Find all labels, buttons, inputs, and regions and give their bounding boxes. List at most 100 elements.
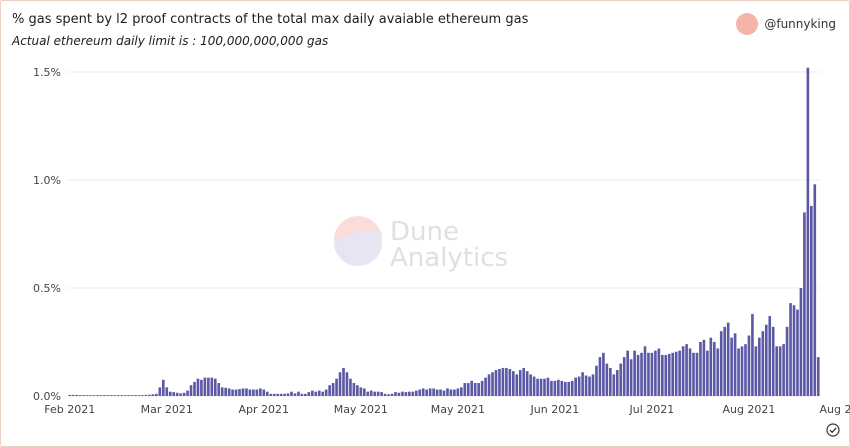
bar[interactable] — [383, 393, 387, 396]
bar[interactable] — [678, 350, 681, 396]
bar[interactable] — [394, 392, 397, 396]
bar[interactable] — [113, 395, 117, 396]
bar[interactable] — [654, 350, 657, 396]
bar[interactable] — [480, 380, 484, 396]
bar[interactable] — [234, 389, 238, 396]
bar[interactable] — [671, 352, 675, 396]
bar[interactable] — [425, 389, 428, 396]
bar[interactable] — [522, 367, 526, 396]
bar[interactable] — [283, 393, 286, 396]
bar[interactable] — [581, 372, 584, 396]
bar[interactable] — [120, 395, 124, 396]
bar[interactable] — [248, 389, 252, 396]
bar[interactable] — [352, 383, 356, 396]
bar[interactable] — [390, 393, 394, 396]
bar[interactable] — [78, 395, 82, 396]
bar[interactable] — [744, 344, 747, 396]
bar[interactable] — [435, 389, 439, 396]
bar[interactable] — [196, 378, 200, 396]
bar[interactable] — [723, 326, 727, 396]
bar[interactable] — [137, 395, 141, 396]
bar[interactable] — [366, 391, 370, 396]
bar[interactable] — [103, 395, 106, 396]
bar[interactable] — [602, 352, 605, 396]
bar[interactable] — [494, 370, 498, 396]
bar[interactable] — [158, 387, 162, 396]
bar[interactable] — [442, 390, 446, 396]
bar[interactable] — [733, 333, 737, 396]
bar[interactable] — [414, 390, 418, 396]
bar[interactable] — [546, 377, 550, 396]
bar[interactable] — [650, 352, 654, 396]
bar[interactable] — [702, 339, 706, 396]
bar[interactable] — [605, 363, 609, 396]
bar[interactable] — [640, 352, 643, 396]
bar[interactable] — [71, 394, 75, 396]
bar[interactable] — [505, 367, 508, 396]
bar[interactable] — [259, 388, 262, 396]
bar[interactable] — [740, 346, 744, 396]
bar[interactable] — [387, 394, 390, 396]
bar[interactable] — [709, 337, 713, 396]
bar[interactable] — [453, 389, 456, 396]
bar[interactable] — [92, 395, 96, 396]
bar[interactable] — [161, 379, 165, 396]
bar[interactable] — [536, 378, 539, 396]
bar[interactable] — [463, 383, 467, 396]
bar[interactable] — [491, 372, 494, 396]
bar[interactable] — [553, 380, 557, 396]
bar[interactable] — [272, 393, 276, 396]
bar[interactable] — [210, 377, 214, 396]
bar[interactable] — [550, 380, 553, 396]
bar[interactable] — [796, 309, 799, 396]
bar[interactable] — [633, 350, 636, 396]
bar[interactable] — [203, 377, 207, 396]
bar[interactable] — [716, 348, 720, 396]
bar[interactable] — [470, 380, 474, 396]
bar[interactable] — [231, 389, 234, 396]
bar[interactable] — [543, 378, 546, 396]
bar[interactable] — [751, 313, 754, 396]
bar[interactable] — [591, 374, 595, 396]
bar[interactable] — [584, 375, 588, 396]
bar[interactable] — [629, 359, 633, 396]
bar[interactable] — [758, 337, 761, 396]
bar[interactable] — [168, 391, 172, 396]
bar[interactable] — [432, 388, 435, 396]
bar[interactable] — [661, 354, 664, 396]
bar[interactable] — [193, 381, 196, 396]
bar[interactable] — [449, 389, 453, 396]
bar[interactable] — [279, 393, 283, 396]
bar[interactable] — [220, 387, 224, 396]
bar[interactable] — [692, 352, 695, 396]
bar[interactable] — [408, 391, 411, 396]
bar[interactable] — [456, 388, 460, 396]
bar[interactable] — [498, 369, 501, 396]
bar[interactable] — [532, 376, 536, 396]
bar[interactable] — [813, 184, 817, 396]
bar[interactable] — [529, 374, 532, 396]
bar[interactable] — [484, 377, 487, 396]
bar[interactable] — [664, 354, 668, 396]
bar[interactable] — [369, 390, 373, 396]
bar[interactable] — [155, 393, 158, 396]
bar[interactable] — [227, 388, 231, 396]
bar[interactable] — [771, 326, 775, 396]
bar[interactable] — [411, 391, 415, 396]
bar[interactable] — [508, 369, 512, 396]
bar[interactable] — [761, 331, 765, 396]
bar[interactable] — [466, 383, 470, 396]
bar[interactable] — [619, 363, 623, 396]
bar[interactable] — [574, 377, 577, 396]
bar[interactable] — [764, 324, 768, 396]
bar[interactable] — [106, 395, 110, 396]
bar[interactable] — [241, 388, 245, 396]
bar[interactable] — [297, 391, 300, 396]
bar[interactable] — [768, 316, 772, 396]
bar[interactable] — [792, 305, 796, 396]
bar[interactable] — [563, 381, 567, 396]
bar[interactable] — [421, 388, 425, 396]
bar[interactable] — [557, 379, 560, 396]
check-icon[interactable] — [826, 423, 840, 437]
bar[interactable] — [439, 389, 442, 396]
